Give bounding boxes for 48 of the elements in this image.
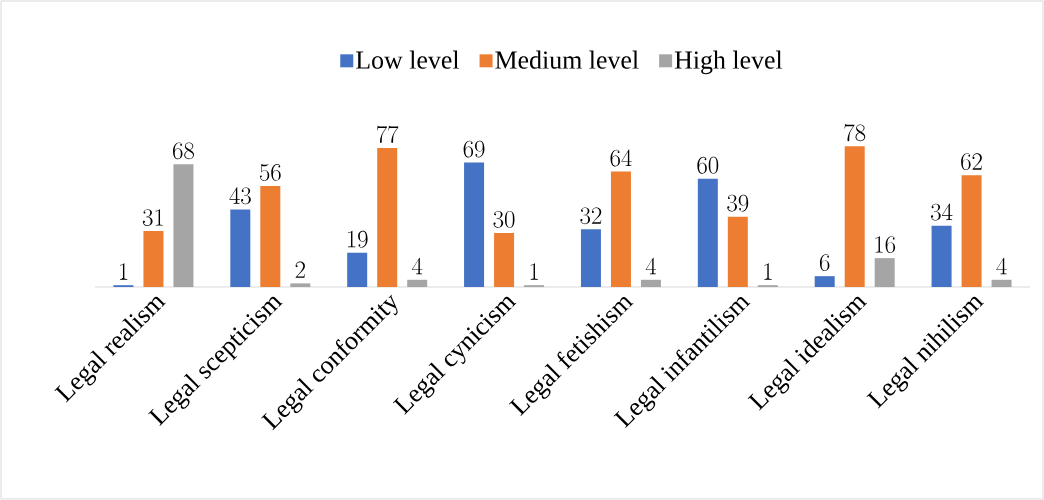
data-label: 69: [463, 140, 485, 158]
data-label: 39: [727, 194, 749, 212]
legend-label: High level: [674, 50, 783, 75]
bar: [580, 229, 601, 287]
data-label: 34: [931, 203, 953, 221]
bar: [931, 225, 952, 287]
legend-label: Low level: [356, 50, 460, 69]
bar: [377, 148, 398, 287]
data-label: 62: [961, 153, 982, 171]
data-label: 77: [376, 125, 399, 143]
data-label: 78: [844, 123, 866, 142]
bar: [961, 175, 982, 287]
data-label: 1: [764, 263, 772, 280]
data-label: 16: [875, 236, 896, 253]
data-label: 60: [697, 156, 719, 174]
data-label: 6: [819, 254, 830, 272]
data-label: 30: [493, 210, 515, 228]
bar: [991, 279, 1012, 287]
bar: [143, 231, 164, 287]
bar: [230, 209, 251, 287]
data-label: 4: [996, 257, 1007, 275]
bar: [610, 171, 631, 287]
bar: [290, 283, 311, 287]
data-label: 1: [119, 263, 128, 280]
bar: [260, 185, 281, 287]
bar: [347, 252, 368, 287]
bar: [407, 279, 428, 287]
data-label: 2: [295, 261, 305, 278]
bar: [727, 216, 748, 287]
bar: [874, 258, 895, 287]
data-label: 68: [173, 142, 194, 160]
bar: [697, 178, 718, 287]
bar: [494, 232, 515, 287]
data-label: 4: [645, 257, 657, 275]
data-label: 64: [610, 149, 632, 167]
bar: [173, 164, 194, 287]
legend-label: Medium level: [495, 50, 639, 69]
data-label: 19: [347, 230, 368, 248]
data-label: 43: [229, 187, 251, 205]
data-label: 4: [412, 257, 423, 275]
bar: [464, 162, 485, 287]
data-label: 32: [580, 207, 602, 225]
bar: [640, 279, 661, 287]
data-label: 31: [142, 209, 163, 226]
data-label: 1: [530, 263, 538, 280]
data-label: 56: [259, 164, 281, 181]
bar: [844, 146, 865, 287]
bar: [814, 276, 835, 287]
